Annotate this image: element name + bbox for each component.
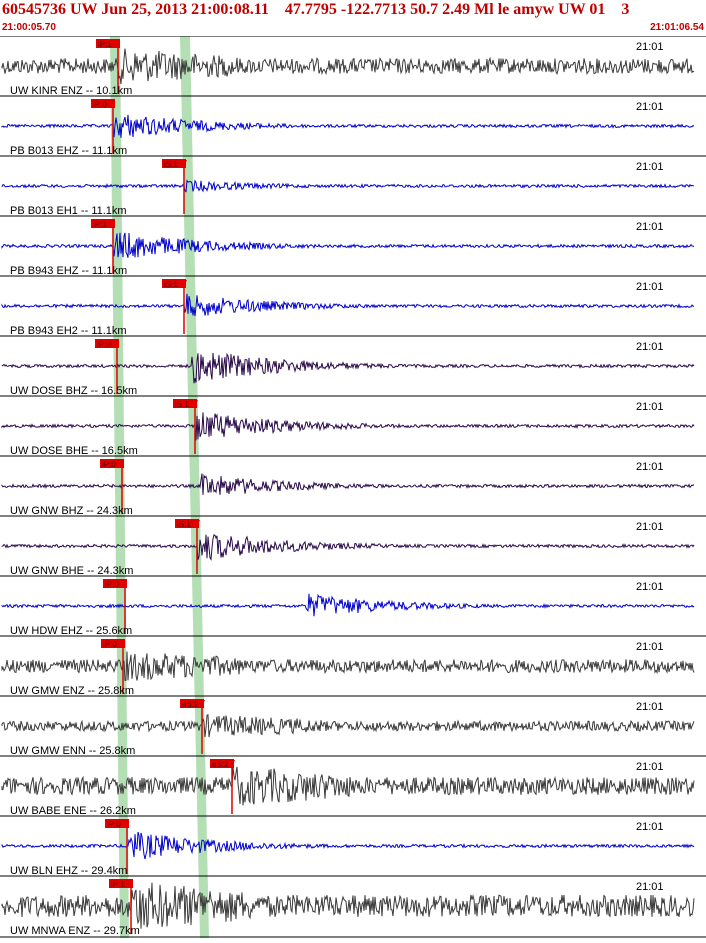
trace-time-label: 21:01	[636, 41, 664, 53]
pick-label-box[interactable]	[101, 639, 125, 648]
waveform-trace	[1, 831, 695, 860]
trace-time-label: 21:01	[636, 461, 664, 473]
pick-label: iS:1	[175, 400, 189, 409]
trace-row[interactable]: eS:2 21:01 UW GMW ENN -- 25.8km	[0, 695, 706, 757]
trace-time-label: 21:01	[636, 581, 664, 593]
trace-row[interactable]: iS:1 21:01 UW DOSE BHE -- 16.5km	[0, 395, 706, 457]
pick-label: iP:0	[103, 640, 117, 649]
pick-label: iP:0	[93, 100, 107, 109]
trace-time-label: 21:01	[636, 221, 664, 233]
station-label: UW BLN EHZ -- 29.4km	[10, 865, 127, 877]
pick-label: eS:2	[212, 760, 229, 769]
pick-label-box[interactable]	[95, 339, 119, 348]
waveform-trace	[1, 593, 695, 617]
pick-label-box[interactable]	[109, 879, 133, 888]
trace-time-label: 21:01	[636, 281, 664, 293]
waveform-trace	[1, 714, 695, 738]
pick-label-box[interactable]	[91, 99, 115, 108]
trace-row[interactable]: iS:1 21:01 UW GNW BHE -- 24.3km	[0, 515, 706, 577]
trace-time-label: 21:01	[636, 341, 664, 353]
pick-label: eS:2	[182, 700, 199, 709]
seismogram-panel[interactable]: iP:1 21:01 UW KINR ENZ -- 10.1km iP:0 21:01 P…	[0, 35, 706, 938]
pick-label-box[interactable]	[180, 699, 204, 708]
pick-label: iP:1	[98, 40, 112, 49]
waveform-trace	[1, 651, 695, 681]
station-label: UW GNW BHE -- 24.3km	[10, 565, 133, 577]
pick-label: iS:1	[164, 160, 178, 169]
waveform-trace	[1, 473, 695, 495]
station-label: UW DOSE BHE -- 16.5km	[10, 445, 138, 457]
pick-label-box[interactable]	[105, 819, 129, 828]
waveform-trace	[1, 534, 695, 561]
waveform-trace	[1, 352, 695, 384]
pick-label-box[interactable]	[100, 459, 124, 468]
trace-time-label: 21:01	[636, 641, 664, 653]
pick-label-box[interactable]	[210, 759, 234, 768]
waveform-trace	[1, 412, 695, 441]
trace-row[interactable]: iP:0 21:01 PB B013 EHZ -- 11.1km	[0, 95, 706, 157]
station-label: PB B013 EH1 -- 11.1km	[10, 205, 127, 217]
trace-row[interactable]: iP:1 21:01 PB B943 EHZ -- 11.1km	[0, 215, 706, 277]
pick-label-box[interactable]	[103, 579, 127, 588]
pick-label-box[interactable]	[162, 159, 186, 168]
trace-row[interactable]: iP:0 21:01 UW BLN EHZ -- 29.4km	[0, 815, 706, 877]
waveform-trace	[1, 232, 695, 258]
trace-row[interactable]: iP:0 21:01 UW GNW BHZ -- 24.3km	[0, 455, 706, 517]
waveform-trace	[1, 766, 695, 806]
station-label: UW DOSE BHZ -- 16.5km	[10, 385, 137, 397]
station-label: PB B943 EH2 -- 11.1km	[10, 325, 127, 337]
pick-label: iP:0	[97, 340, 111, 349]
pick-label: iP:1	[93, 220, 107, 229]
station-label: UW MNWA ENZ -- 29.7km	[10, 925, 140, 937]
pick-label-box[interactable]	[173, 399, 197, 408]
station-label: PB B943 EHZ -- 11.1km	[10, 265, 127, 277]
pick-label-box[interactable]	[91, 219, 115, 228]
trace-time-label: 21:01	[636, 821, 664, 833]
time-start-label: 21:00:05.70	[2, 22, 56, 33]
trace-row[interactable]: iS:1 21:01 PB B013 EH1 -- 11.1km	[0, 155, 706, 217]
station-label: UW GNW BHZ -- 24.3km	[10, 505, 133, 517]
pick-label: iP:0	[107, 820, 121, 829]
waveform-trace	[1, 293, 694, 317]
pick-label: iP:0	[102, 460, 116, 469]
trace-time-label: 21:01	[636, 761, 664, 773]
station-label: UW HDW EHZ -- 25.6km	[10, 625, 132, 637]
pick-label-box[interactable]	[175, 519, 199, 528]
trace-row[interactable]: iP:1 21:01 UW MNWA ENZ -- 29.7km	[0, 875, 706, 937]
trace-time-label: 21:01	[636, 701, 664, 713]
pick-label: iP:1	[111, 880, 125, 889]
trace-row[interactable]: iP:0 21:01 UW HDW EHZ -- 25.6km	[0, 575, 706, 637]
time-end-label: 21:01:06.54	[650, 22, 704, 33]
waveform-trace	[1, 179, 695, 193]
station-label: UW KINR ENZ -- 10.1km	[10, 85, 132, 97]
trace-row[interactable]: iP:1 21:01 UW KINR ENZ -- 10.1km	[0, 35, 706, 97]
station-label: PB B013 EHZ -- 11.1km	[10, 145, 127, 157]
pick-label: iP:0	[105, 580, 119, 589]
trace-time-label: 21:01	[636, 101, 664, 113]
pick-label-box[interactable]	[96, 39, 120, 48]
trace-time-label: 21:01	[636, 521, 664, 533]
pick-label: iS:1	[177, 520, 191, 529]
waveform-trace	[1, 882, 695, 929]
pick-label: iS:1	[164, 280, 178, 289]
waveform-trace	[1, 48, 695, 84]
station-label: UW BABE ENE -- 26.2km	[10, 805, 136, 817]
trace-time-label: 21:01	[636, 161, 664, 173]
event-title: 60545736 UW Jun 25, 2013 21:00:08.11 47.…	[2, 1, 630, 18]
station-label: UW GMW ENN -- 25.8km	[10, 745, 135, 757]
trace-time-label: 21:01	[636, 881, 664, 893]
station-label: UW GMW ENZ -- 25.8km	[10, 685, 134, 697]
waveform-trace	[1, 114, 695, 138]
trace-row[interactable]: iS:1 21:01 PB B943 EH2 -- 11.1km	[0, 275, 706, 337]
trace-time-label: 21:01	[636, 401, 664, 413]
header: 60545736 UW Jun 25, 2013 21:00:08.11 47.…	[0, 0, 706, 36]
trace-row[interactable]: iP:0 21:01 UW DOSE BHZ -- 16.5km	[0, 335, 706, 397]
seismogram-canvas[interactable]: iP:1 21:01 UW KINR ENZ -- 10.1km iP:0 21:01 P…	[0, 35, 706, 938]
trace-row[interactable]: eS:2 21:01 UW BABE ENE -- 26.2km	[0, 755, 706, 817]
trace-row[interactable]: iP:0 21:01 UW GMW ENZ -- 25.8km	[0, 635, 706, 697]
pick-label-box[interactable]	[162, 279, 186, 288]
